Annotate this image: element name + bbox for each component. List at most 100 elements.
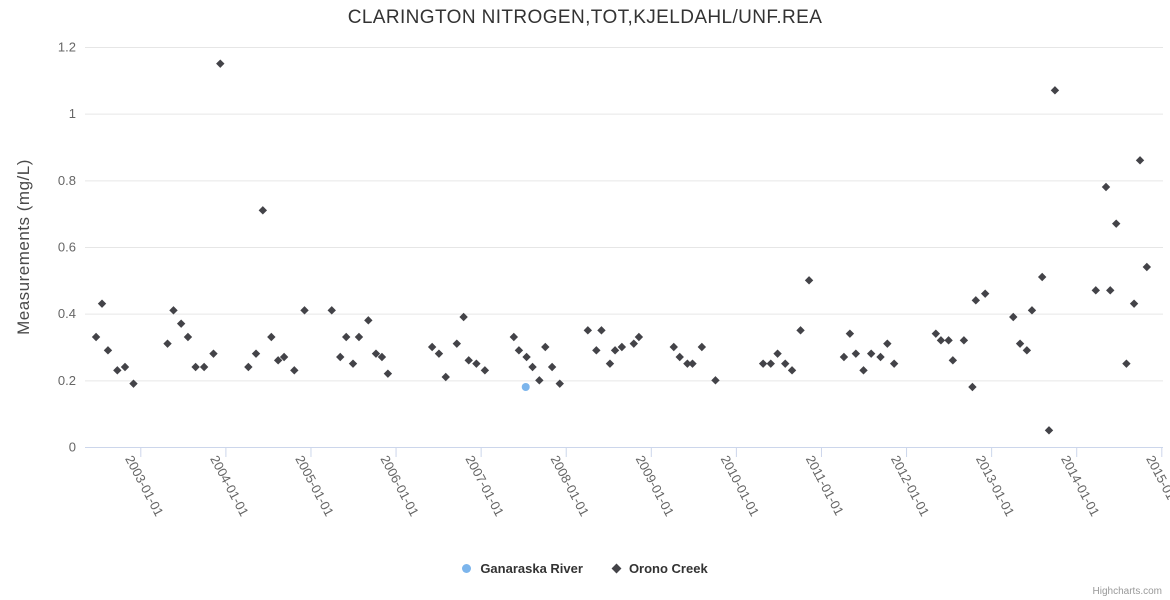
data-point-orono-creek[interactable]	[1142, 262, 1152, 272]
data-point-orono-creek[interactable]	[377, 352, 387, 362]
data-point-orono-creek[interactable]	[1037, 272, 1047, 282]
data-point-orono-creek[interactable]	[669, 342, 678, 352]
data-point-orono-creek[interactable]	[441, 372, 450, 382]
data-point-orono-creek[interactable]	[944, 336, 953, 345]
data-point-orono-creek[interactable]	[163, 339, 172, 348]
data-point-orono-creek[interactable]	[216, 59, 225, 68]
data-point-orono-creek[interactable]	[348, 359, 358, 368]
data-point-orono-creek[interactable]	[688, 359, 697, 368]
data-point-orono-creek[interactable]	[1027, 306, 1037, 315]
data-point-orono-creek[interactable]	[592, 346, 601, 355]
data-point-orono-creek[interactable]	[936, 336, 946, 345]
data-point-orono-creek[interactable]	[629, 339, 638, 348]
data-point-orono-creek[interactable]	[971, 296, 981, 305]
data-point-orono-creek[interactable]	[583, 326, 593, 335]
data-point-orono-creek[interactable]	[948, 356, 958, 365]
data-point-orono-creek[interactable]	[1106, 286, 1115, 295]
data-point-orono-creek[interactable]	[209, 349, 218, 358]
data-point-orono-creek[interactable]	[711, 376, 720, 385]
data-point-ganaraska-river[interactable]	[521, 383, 530, 391]
data-point-orono-creek[interactable]	[839, 352, 849, 362]
data-point-orono-creek[interactable]	[354, 332, 364, 342]
data-point-orono-creek[interactable]	[1050, 86, 1060, 95]
data-point-orono-creek[interactable]	[781, 359, 790, 368]
data-point-orono-creek[interactable]	[1044, 426, 1054, 435]
data-point-orono-creek[interactable]	[547, 362, 557, 372]
data-point-orono-creek[interactable]	[535, 376, 544, 385]
data-point-orono-creek[interactable]	[1009, 312, 1018, 322]
data-point-orono-creek[interactable]	[634, 332, 644, 342]
data-point-orono-creek[interactable]	[514, 346, 524, 355]
data-point-orono-creek[interactable]	[267, 332, 276, 342]
data-point-orono-creek[interactable]	[766, 359, 775, 368]
data-point-orono-creek[interactable]	[509, 332, 519, 342]
data-point-orono-creek[interactable]	[120, 362, 130, 372]
data-point-orono-creek[interactable]	[258, 206, 268, 215]
data-point-orono-creek[interactable]	[883, 339, 892, 348]
data-point-orono-creek[interactable]	[1015, 339, 1025, 348]
data-point-orono-creek[interactable]	[129, 379, 138, 388]
data-point-orono-creek[interactable]	[336, 352, 345, 362]
data-point-orono-creek[interactable]	[199, 362, 209, 372]
highcharts-credits-link[interactable]: Highcharts.com	[1092, 586, 1162, 597]
data-point-orono-creek[interactable]	[251, 349, 261, 358]
data-point-orono-creek[interactable]	[959, 336, 969, 345]
data-point-orono-creek[interactable]	[1091, 286, 1100, 295]
data-point-orono-creek[interactable]	[113, 366, 122, 375]
data-point-orono-creek[interactable]	[758, 359, 768, 368]
data-point-orono-creek[interactable]	[452, 339, 462, 348]
data-point-orono-creek[interactable]	[555, 379, 564, 388]
data-point-orono-creek[interactable]	[434, 349, 444, 358]
data-point-orono-creek[interactable]	[968, 382, 977, 392]
data-point-orono-creek[interactable]	[541, 342, 550, 352]
data-point-orono-creek[interactable]	[931, 329, 941, 338]
data-point-orono-creek[interactable]	[176, 319, 186, 328]
data-point-orono-creek[interactable]	[787, 366, 797, 375]
data-point-orono-creek[interactable]	[866, 349, 876, 358]
data-point-orono-creek[interactable]	[290, 366, 299, 375]
data-point-orono-creek[interactable]	[876, 352, 885, 362]
data-point-orono-creek[interactable]	[1135, 156, 1145, 165]
data-point-orono-creek[interactable]	[103, 346, 113, 355]
data-point-orono-creek[interactable]	[480, 366, 490, 375]
data-point-orono-creek[interactable]	[191, 362, 200, 372]
data-point-orono-creek[interactable]	[364, 316, 373, 325]
data-point-orono-creek[interactable]	[427, 342, 437, 352]
data-point-orono-creek[interactable]	[97, 299, 107, 308]
data-point-orono-creek[interactable]	[597, 326, 606, 335]
data-point-orono-creek[interactable]	[610, 346, 620, 355]
data-point-orono-creek[interactable]	[859, 366, 868, 375]
data-point-orono-creek[interactable]	[773, 349, 782, 358]
data-point-orono-creek[interactable]	[459, 312, 468, 322]
data-point-orono-creek[interactable]	[980, 289, 990, 298]
data-point-orono-creek[interactable]	[804, 276, 814, 285]
data-point-orono-creek[interactable]	[342, 332, 351, 342]
data-point-orono-creek[interactable]	[464, 356, 473, 365]
data-point-orono-creek[interactable]	[697, 342, 707, 352]
data-point-orono-creek[interactable]	[1122, 359, 1131, 368]
data-point-orono-creek[interactable]	[1129, 299, 1139, 308]
data-point-orono-creek[interactable]	[1112, 219, 1121, 228]
data-point-orono-creek[interactable]	[851, 349, 861, 358]
data-point-orono-creek[interactable]	[796, 326, 805, 335]
data-point-orono-creek[interactable]	[528, 362, 537, 372]
data-point-orono-creek[interactable]	[617, 342, 627, 352]
data-point-orono-creek[interactable]	[1022, 346, 1032, 355]
data-point-orono-creek[interactable]	[300, 306, 309, 315]
data-point-orono-creek[interactable]	[244, 362, 253, 372]
data-point-orono-creek[interactable]	[889, 359, 899, 368]
data-point-orono-creek[interactable]	[675, 352, 684, 362]
data-point-orono-creek[interactable]	[383, 369, 393, 378]
legend-item-ganaraska-river[interactable]: Ganaraska River	[462, 561, 583, 576]
data-point-orono-creek[interactable]	[845, 329, 855, 338]
data-point-orono-creek[interactable]	[273, 356, 283, 365]
data-point-orono-creek[interactable]	[522, 352, 531, 362]
data-point-orono-creek[interactable]	[91, 332, 101, 342]
data-point-orono-creek[interactable]	[605, 359, 615, 368]
data-point-orono-creek[interactable]	[683, 359, 692, 368]
data-point-orono-creek[interactable]	[371, 349, 381, 358]
data-point-orono-creek[interactable]	[169, 306, 178, 315]
data-point-orono-creek[interactable]	[472, 359, 481, 368]
data-point-orono-creek[interactable]	[327, 306, 336, 315]
data-point-orono-creek[interactable]	[279, 352, 289, 362]
